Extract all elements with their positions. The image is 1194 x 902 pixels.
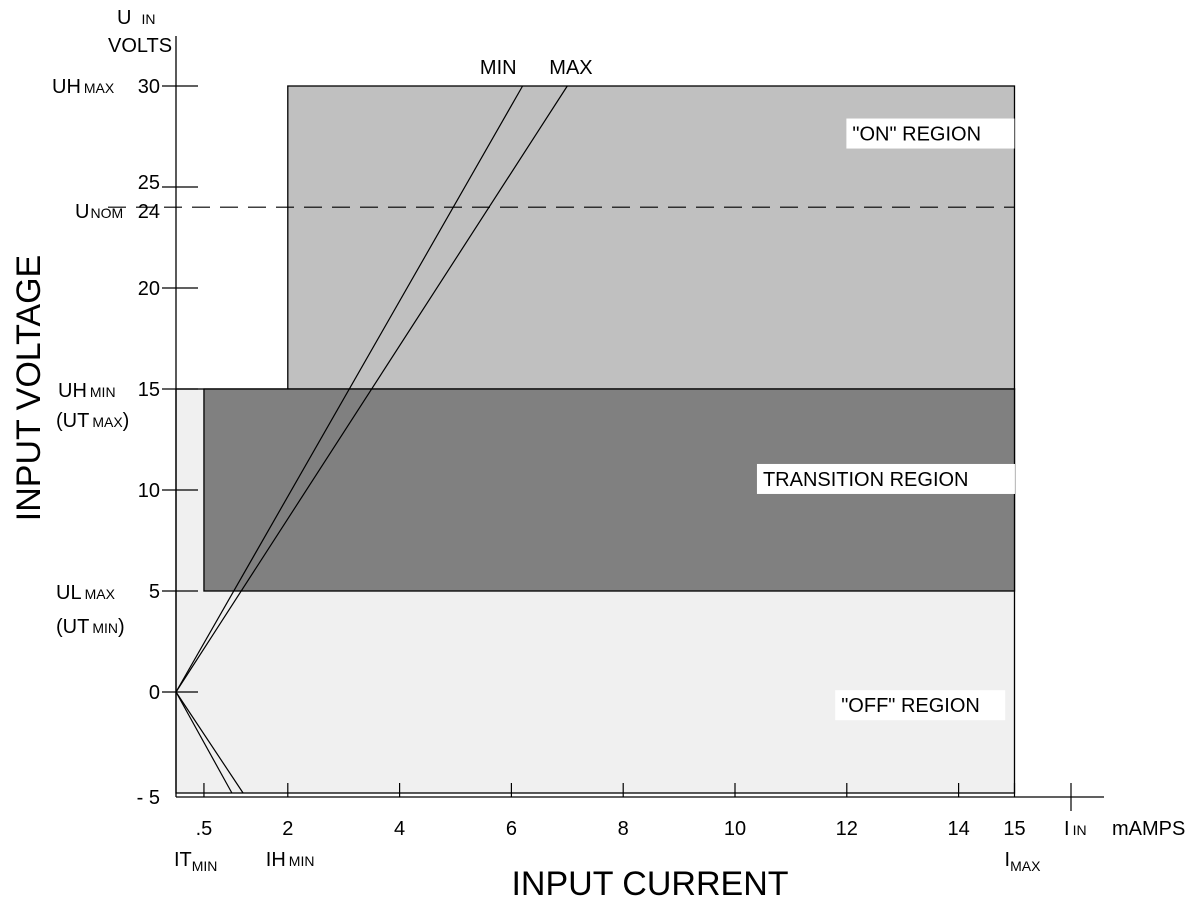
y-annot-utmin: (UT MIN) [56, 616, 125, 638]
y-annot-ulmax-main: UL [56, 582, 82, 604]
load-line-max-label: MAX [549, 57, 592, 79]
x-annot-ihmin-sub: MIN [289, 853, 315, 869]
y-annot-utmax-sub: MAX [92, 414, 123, 430]
x-tick-label-0: .5 [196, 818, 213, 840]
load-line-max [175, 85, 568, 693]
x-annot-ihmin-main: IH [266, 849, 286, 871]
y-annot-uhmin-sub: MIN [90, 384, 116, 400]
load-line-below-0 [175, 691, 233, 794]
y-tick-label-6: 5 [149, 581, 160, 603]
off-region-label: "OFF" REGION [841, 695, 980, 717]
y-annot-utmax: (UT MAX) [56, 410, 129, 432]
x-annot-imax-sub: MAX [1010, 858, 1041, 874]
x-tick-label-1: 2 [282, 818, 293, 840]
transition-region-label-bg [756, 463, 1015, 494]
y-annot-ulmax: UL MAX [56, 582, 116, 604]
x-unit-label: mAMPS [1112, 818, 1185, 840]
x-tick-label-4: 8 [618, 818, 629, 840]
y-unit-label: VOLTS [108, 35, 172, 57]
x-annot-itmin-sub: MIN [192, 858, 218, 874]
load-line-min-label: MIN [480, 57, 517, 79]
x-annot-itmin: ITMIN [174, 849, 217, 874]
y-tick-label-1: 25 [138, 172, 160, 194]
y-axis-symbol-sub: IN [141, 11, 155, 27]
y-axis-title: INPUT VOLTAGE [10, 255, 48, 521]
x-axis-symbol-main: I [1064, 818, 1070, 840]
y-tick-label-0: 30 [138, 76, 160, 98]
load-line-min [175, 85, 524, 693]
x-axis-symbol-sub: IN [1073, 822, 1087, 838]
y-annot-uhmax-sub: MAX [84, 80, 115, 96]
x-annot-imax-main: I [1005, 849, 1011, 871]
y-tick-label-7: 0 [149, 682, 160, 704]
on-region-label-bg [846, 118, 1015, 149]
on-region-label: "ON" REGION [852, 124, 981, 146]
load-line-below-1 [175, 691, 244, 794]
y-axis-symbol-main: U [117, 7, 131, 29]
y-annot-utmax-main: (UT [56, 410, 89, 432]
x-axis-title: INPUT CURRENT [511, 865, 788, 902]
y-annot-uhmax: UH MAX [52, 76, 115, 98]
x-axis-symbol: I IN [1064, 818, 1087, 840]
x-tick-label-6: 12 [836, 818, 858, 840]
y-annot-uhmax-main: UH [52, 76, 81, 98]
x-annot-imax: IMAX [1005, 849, 1042, 874]
x-tick-label-8: 15 [1003, 818, 1025, 840]
x-annot-itmin-main: IT [174, 849, 192, 871]
y-axis-symbol: U IN [117, 7, 155, 29]
off-region-label-bg [835, 690, 1006, 721]
x-tick-label-3: 6 [506, 818, 517, 840]
y-annot-utmax-end: ) [123, 410, 130, 432]
y-annot-unom: UNOM [75, 201, 123, 223]
y-tick-label-8: - 5 [137, 787, 160, 809]
y-annot-unom-sub: NOM [90, 205, 123, 221]
y-annot-ulmax-sub: MAX [85, 586, 116, 602]
y-tick-label-3: 20 [138, 278, 160, 300]
x-tick-label-5: 10 [724, 818, 746, 840]
x-tick-label-7: 14 [947, 818, 969, 840]
x-tick-label-2: 4 [394, 818, 405, 840]
y-annot-uhmin-main: UH [58, 380, 87, 402]
y-annot-utmin-main: (UT [56, 616, 89, 638]
y-tick-label-5: 10 [138, 480, 160, 502]
y-annot-utmin-sub: MIN [92, 620, 118, 636]
y-tick-label-2: 24 [138, 201, 160, 223]
y-annot-uhmin: UH MIN [58, 380, 116, 402]
y-tick-label-4: 15 [138, 379, 160, 401]
y-annot-utmin-end: ) [118, 616, 125, 638]
x-annot-ihmin: IH MIN [266, 849, 315, 871]
y-annot-unom-main: U [75, 201, 89, 223]
transition-region-label: TRANSITION REGION [763, 469, 969, 491]
